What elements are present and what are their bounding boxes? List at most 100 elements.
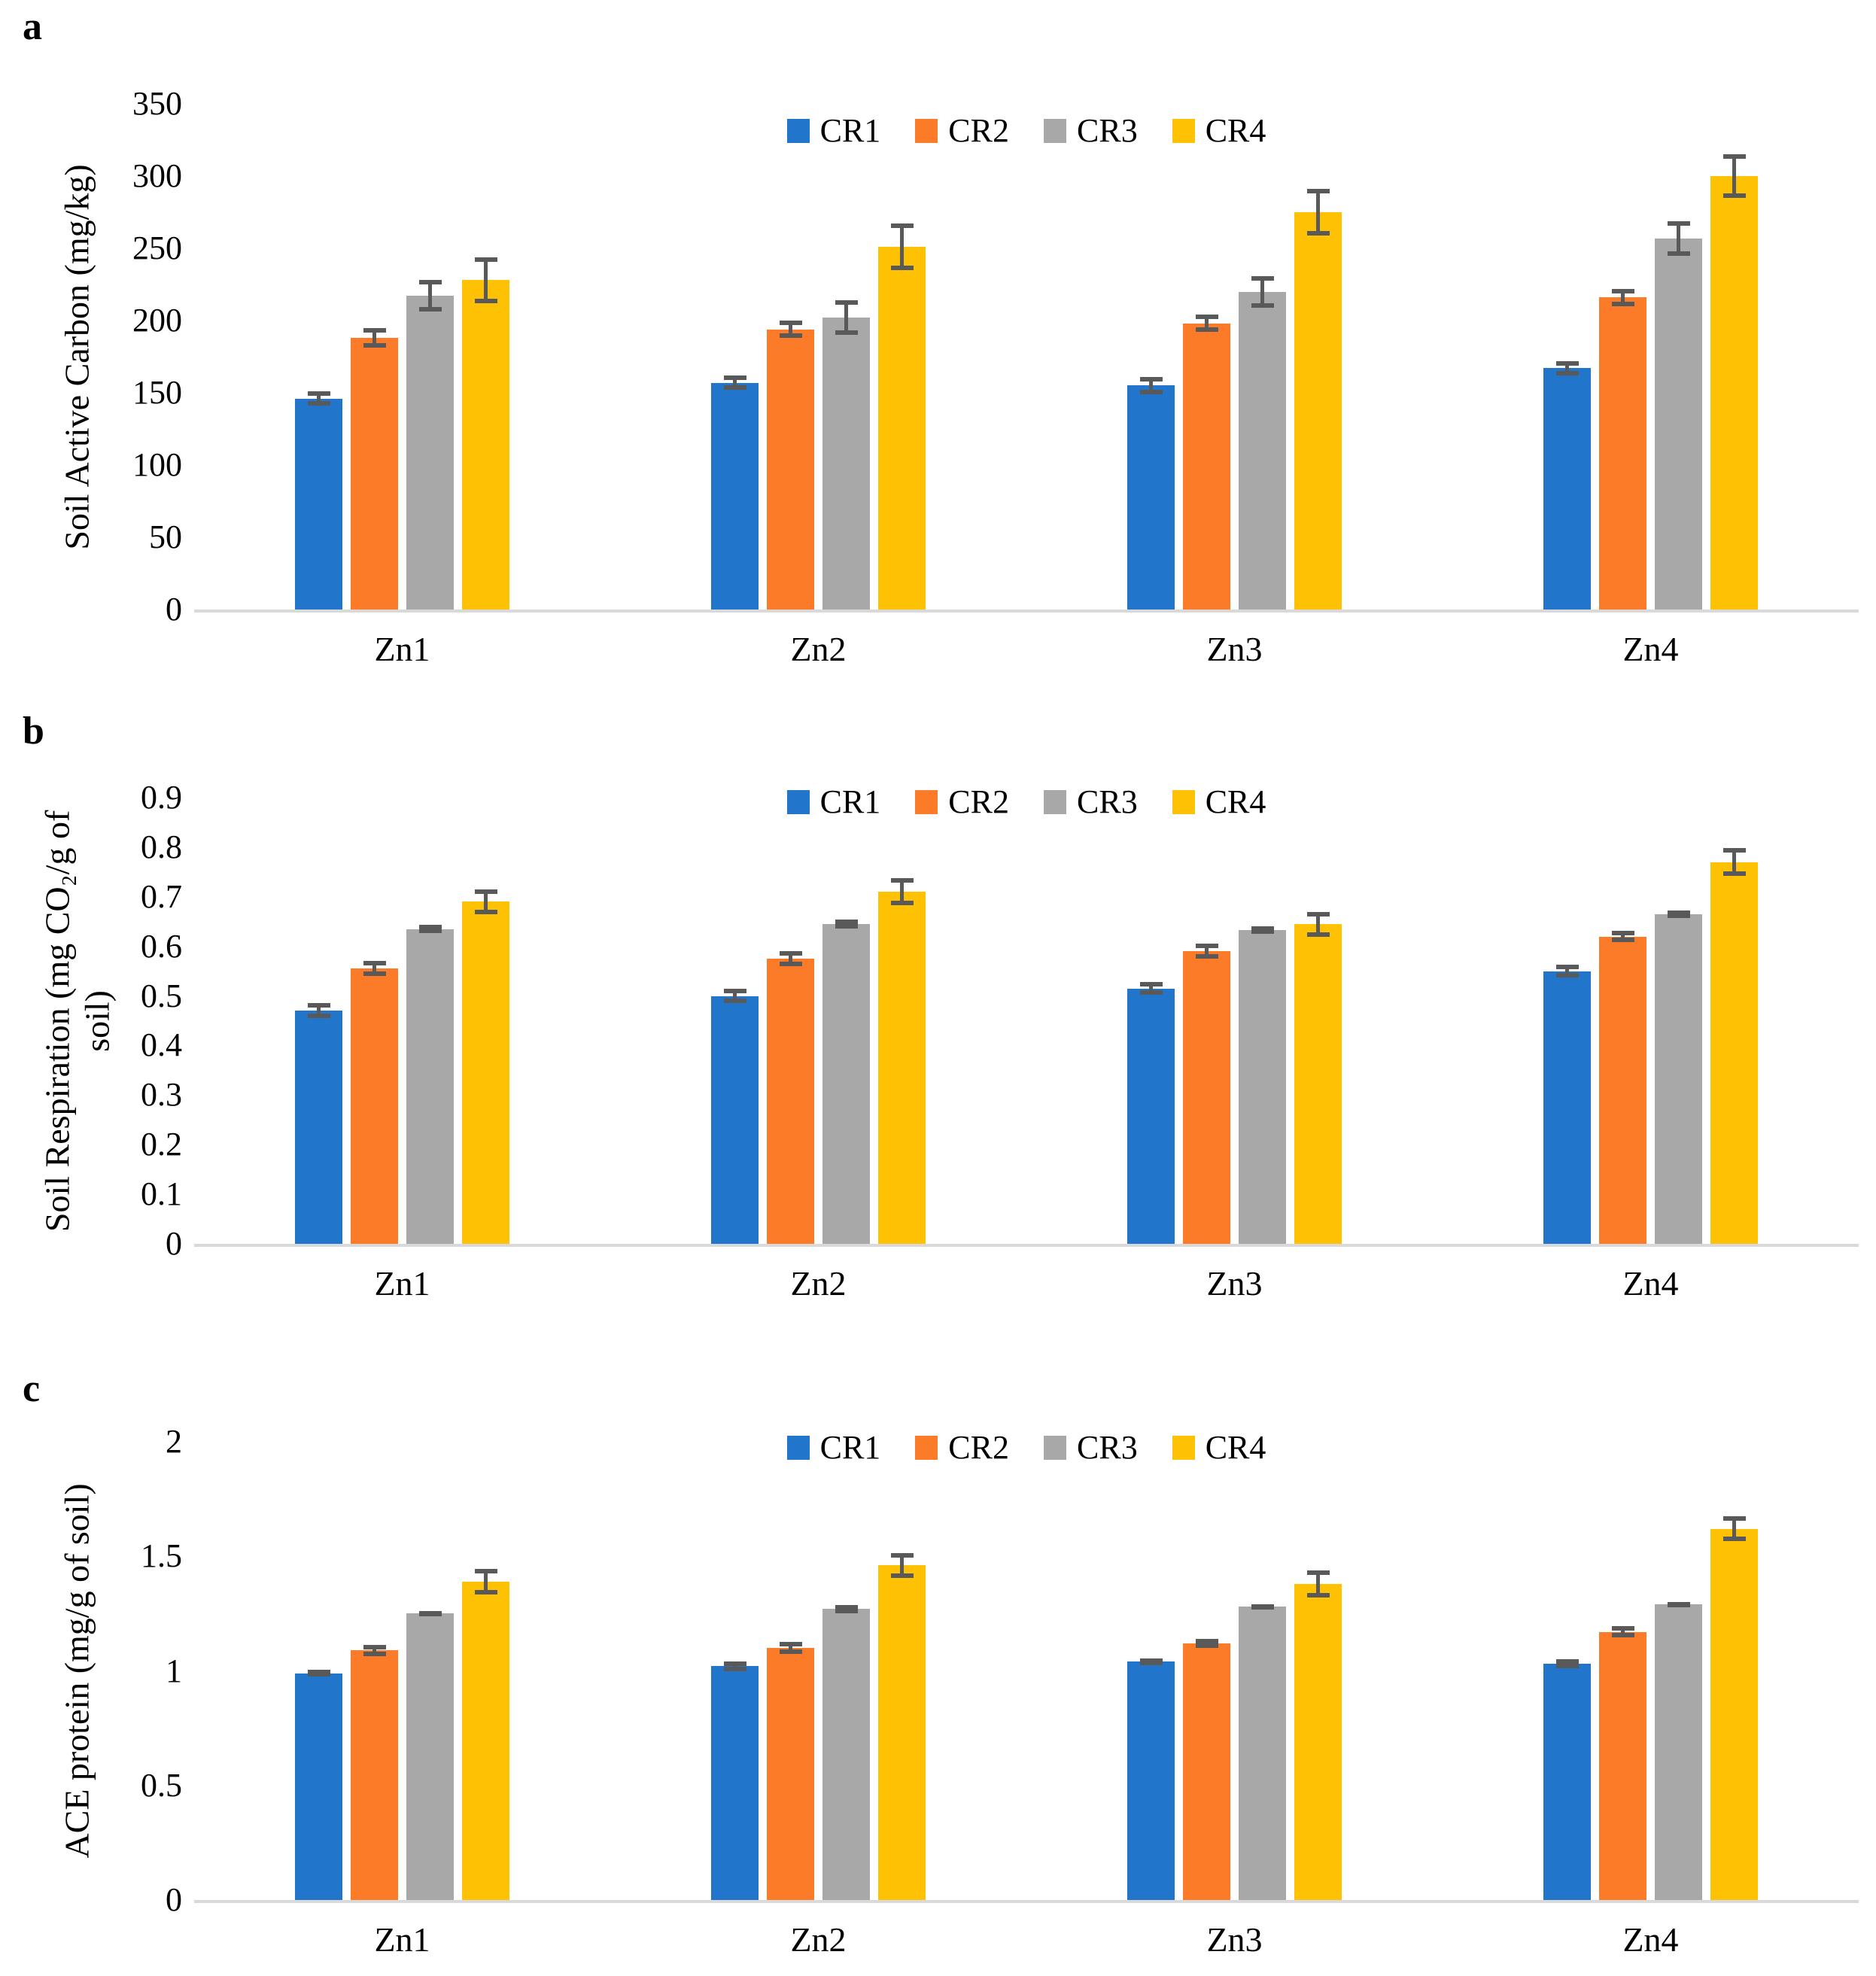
error-bar-cap	[1667, 251, 1690, 256]
bar-cr1-zn3	[1127, 988, 1175, 1244]
error-bar-cap	[1667, 220, 1690, 226]
error-bar-cap	[474, 257, 497, 262]
error-bar-cap	[1611, 1633, 1634, 1638]
error-bar-cap	[779, 1642, 802, 1647]
error-bar	[1194, 944, 1220, 959]
bar-cr4-zn2	[878, 1565, 926, 1900]
bar-slot-cr3	[1239, 798, 1286, 1244]
y-tick-label: 0.9	[141, 779, 182, 816]
error-bar-cap	[1611, 1626, 1634, 1631]
bar-cr2-zn3	[1183, 951, 1230, 1244]
error-bar	[362, 961, 388, 977]
bar-slot-cr1	[295, 104, 342, 610]
bar-cr4-zn3	[1294, 1583, 1342, 1900]
bar-group-zn2	[711, 798, 926, 1244]
error-bar-line	[1316, 1570, 1320, 1598]
bar-cr2-zn1	[351, 968, 398, 1244]
error-bar-cap	[1139, 1660, 1163, 1665]
bar-cr1-zn4	[1543, 368, 1591, 610]
error-bar	[1555, 1659, 1580, 1669]
error-bar	[1306, 1570, 1331, 1598]
bar-cr1-zn4	[1543, 1664, 1591, 1900]
legend-label: CR1	[819, 783, 881, 820]
error-bar-cap	[1306, 1570, 1330, 1575]
error-bar-line	[844, 300, 848, 336]
error-bar	[1666, 1601, 1692, 1607]
error-bar-cap	[1667, 910, 1690, 915]
bar-slot-cr3	[406, 798, 454, 1244]
x-axis-labels-a: Zn1 Zn2 Zn3 Zn4	[194, 610, 1859, 667]
bar-cr1-zn1	[295, 1673, 342, 1900]
panel-b: b Soil Respiration (mg CO₂/g of soil) 0.9…	[0, 662, 1876, 1324]
bar-group-zn1	[295, 1442, 509, 1900]
bar-cr4-zn2	[878, 892, 926, 1244]
y-tick-label: 200	[132, 302, 182, 339]
error-bar-cap	[1667, 914, 1690, 919]
y-tick-label: 0	[166, 591, 182, 628]
error-bar	[834, 300, 859, 336]
error-bar-cap	[1306, 932, 1330, 937]
bar-group-zn2	[711, 1442, 926, 1900]
bar-slot-cr2	[1183, 798, 1230, 1244]
error-bar-cap	[363, 1644, 386, 1649]
bar-slot-cr3	[822, 1442, 870, 1900]
bar-cr4-zn4	[1710, 862, 1758, 1244]
bar-cr3-zn4	[1655, 238, 1702, 610]
error-bar-cap	[1195, 1638, 1218, 1643]
bar-cr3-zn2	[822, 318, 870, 610]
bar-slot-cr3	[406, 1442, 454, 1900]
error-bar-line	[1732, 1515, 1736, 1542]
error-bar	[1666, 220, 1692, 256]
y-tick-label: 0	[166, 1881, 182, 1918]
bar-group-zn2	[711, 104, 926, 610]
legend-swatch-icon	[1172, 1436, 1195, 1460]
error-bar-cap	[1251, 275, 1274, 281]
y-tick-label: 0.6	[141, 927, 182, 965]
error-bar-cap	[1722, 848, 1746, 853]
bar-slot-cr3	[406, 104, 454, 610]
bar-slot-cr3	[1655, 798, 1702, 1244]
error-bar	[1666, 910, 1692, 919]
error-bar	[778, 1642, 804, 1654]
error-bar-cap	[1306, 189, 1330, 194]
error-bar-cap	[779, 962, 802, 967]
error-bar	[778, 951, 804, 967]
error-bar-line	[1565, 965, 1569, 978]
error-bar-line	[1149, 376, 1153, 394]
legend-swatch-icon	[1044, 790, 1066, 814]
error-bar	[1610, 1626, 1636, 1638]
bar-group-zn1	[295, 798, 509, 1244]
legend-swatch-icon	[786, 119, 810, 143]
error-bar-cap	[890, 1573, 914, 1579]
x-axis-labels-c: Zn1 Zn2 Zn3 Zn4	[194, 1900, 1859, 1957]
bar-slot-cr1	[711, 104, 759, 610]
error-bar	[1610, 288, 1636, 306]
error-bar-cap	[723, 1666, 746, 1671]
error-bar	[778, 321, 804, 339]
error-bar	[1722, 1515, 1747, 1542]
error-bar-cap	[363, 327, 386, 333]
error-bar-cap	[723, 988, 746, 993]
error-bar-cap	[1611, 288, 1634, 293]
error-bar	[1250, 926, 1275, 935]
legend-label: CR3	[1077, 1429, 1138, 1466]
legend-swatch-icon	[786, 790, 810, 814]
error-bar-line	[1732, 848, 1736, 877]
bar-slot-cr3	[1655, 1442, 1702, 1900]
error-bar	[306, 1003, 332, 1019]
error-bar-cap	[1555, 370, 1579, 375]
error-bar-line	[1205, 1638, 1209, 1649]
y-tick-label: 0	[166, 1225, 182, 1262]
error-bar-cap	[779, 321, 802, 326]
error-bar	[418, 280, 443, 312]
y-tick-label: 0.7	[141, 877, 182, 915]
error-bar-cap	[835, 330, 858, 336]
bar-slot-cr4	[1710, 798, 1758, 1244]
bar-cr2-zn1	[351, 338, 398, 610]
error-bar-cap	[779, 333, 802, 339]
legend-item-cr2: CR2	[915, 1431, 1009, 1464]
x-tick-label-zn2: Zn2	[790, 630, 847, 668]
y-tick-label: 100	[132, 446, 182, 483]
error-bar-line	[1565, 360, 1569, 375]
